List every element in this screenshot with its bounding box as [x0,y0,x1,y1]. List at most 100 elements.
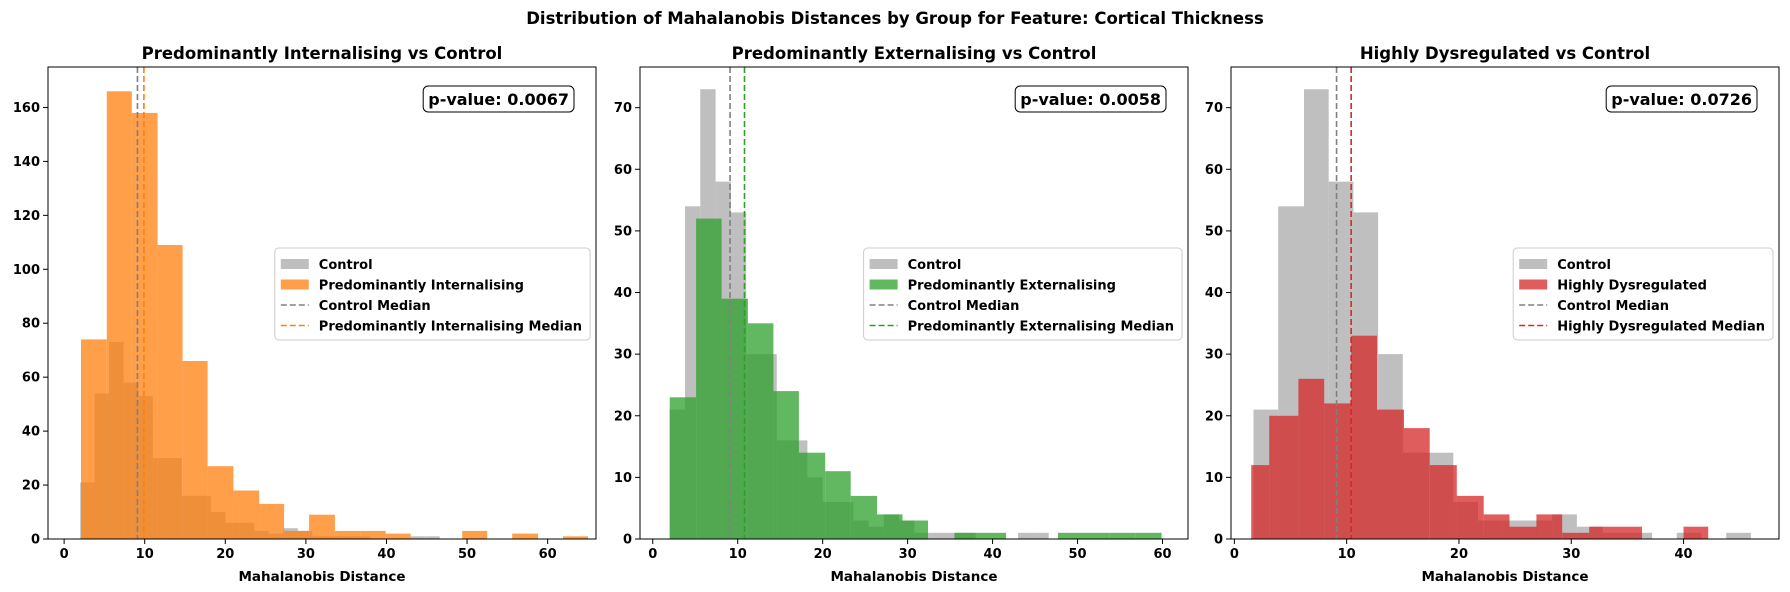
histogram-bar [1058,532,1084,539]
plot-frame [47,66,597,540]
x-tick-label: 20 [216,547,234,562]
legend-swatch [280,279,309,290]
x-tick-label: 40 [984,547,1002,562]
y-tick-label: 0 [623,533,632,548]
legend-item: Control [869,258,962,273]
x-tick-label: 10 [1338,547,1356,562]
histogram-bar [798,452,826,539]
legend-item: Predominantly Internalising Median [280,320,582,335]
x-tick-label: 50 [1069,547,1087,562]
legend-frame [274,247,591,341]
y-tick-label: 100 [13,263,40,278]
chart-title: Highly Dysregulated vs Control [1360,44,1650,63]
chart-panel-1: Predominantly Internalising vs Control 0 1… [13,44,597,585]
y-tick-label: 20 [22,479,40,494]
histogram-bar [696,218,722,539]
legend-item: Highly Dysregulated [1519,279,1707,294]
x-axis-label: Mahalanobis Distance [1421,569,1588,585]
legend-swatch [869,279,898,290]
y-tick-label: 50 [1205,224,1223,239]
histogram-bar [1018,532,1034,539]
x-tick-label: 20 [1450,547,1468,562]
x-axis-label: Mahalanobis Distance [238,569,405,585]
y-tick-label: 20 [614,409,632,424]
histogram-bar [309,514,335,539]
y-tick-label: 60 [1205,163,1223,178]
x-tick-label: 0 [1230,547,1239,562]
histogram-bar [929,532,945,539]
p-value-text: p-value: 0.0067 [428,90,569,109]
histogram-bar [1483,514,1510,539]
series-highly-dysregulated [1251,335,1709,539]
legend-swatch [280,259,309,269]
legend-label: Control [908,258,962,273]
legend-label: Control Median [1557,299,1669,314]
y-tick-label: 60 [614,163,632,178]
chart-panel-3: Highly Dysregulated vs Control 0 10 20 30 40 0… [1205,44,1780,585]
x-tick-label: 20 [814,547,832,562]
histogram-bar [1726,532,1751,539]
legend: Control Predominantly Externalising Contro… [863,247,1183,341]
histogram-bar [512,533,538,539]
y-tick-label: 140 [13,155,40,170]
y-tick-label: 40 [1205,286,1223,301]
histogram-bar [773,391,799,539]
x-tick-label: 60 [1153,547,1171,562]
figure-suptitle: Distribution of Mahalanobis Distances by… [526,9,1264,28]
histogram-bar [284,530,310,539]
histogram-bar [945,532,961,539]
y-tick-label: 0 [1214,533,1223,548]
histogram-bar [1269,415,1299,539]
histogram-bar [1109,532,1136,539]
histogram-bar [747,323,774,539]
histogram-bar [1403,428,1430,539]
histogram-bar [425,536,440,539]
legend-label: Predominantly Internalising Median [319,320,582,335]
histogram-bar [1562,532,1590,539]
x-tick-label: 30 [1562,547,1580,562]
legend-swatch [869,259,898,269]
x-tick-label: 40 [1675,547,1693,562]
p-value-annotation: p-value: 0.0726 [1605,85,1758,113]
y-tick-label: 160 [13,101,40,116]
p-value-annotation: p-value: 0.0067 [422,85,575,113]
p-value-annotation: p-value: 0.0058 [1014,85,1167,113]
histogram-bar [1251,465,1270,539]
y-tick-label: 20 [1205,409,1223,424]
legend-label: Control Median [908,299,1020,314]
histogram-bar [563,536,588,539]
histogram-bar [1456,495,1484,539]
y-tick-label: 70 [1205,101,1223,116]
y-tick-label: 10 [614,471,632,486]
legend-item: Control Median [280,299,431,314]
legend-item: Highly Dysregulated Median [1519,320,1765,335]
legend-label: Predominantly Externalising Median [908,320,1174,335]
legend-label: Control [1557,258,1611,273]
y-tick-label: 60 [22,371,40,386]
x-tick-label: 30 [899,547,917,562]
x-tick-label: 60 [539,547,557,562]
legend-label: Control [319,258,373,273]
histogram-bar [1033,532,1049,539]
series-predominantly-externalising [669,218,1162,539]
histogram-bar [233,490,260,539]
p-value-text: p-value: 0.0058 [1020,90,1161,109]
legend-item: Predominantly Externalising [869,279,1116,294]
legend-swatch [1519,279,1548,290]
histogram-bar [979,532,1007,539]
x-tick-label: 40 [377,547,395,562]
y-tick-label: 80 [22,317,40,332]
legend-item: Control [1519,258,1611,273]
chart-panel-2: Predominantly Externalising vs Control 0 1… [614,44,1189,585]
legend-item: Control Median [869,299,1020,314]
chart-title: Predominantly Internalising vs Control [142,44,503,63]
chart-title: Predominantly Externalising vs Control [732,44,1097,63]
histogram-bar [106,91,132,540]
legend-frame [863,247,1183,341]
histogram-bar [207,466,234,539]
legend-label: Predominantly Externalising [908,279,1116,294]
histogram-bar [1589,526,1615,539]
y-tick-label: 0 [31,533,40,548]
legend: Control Highly Dysregulated Control Median… [1512,247,1774,341]
